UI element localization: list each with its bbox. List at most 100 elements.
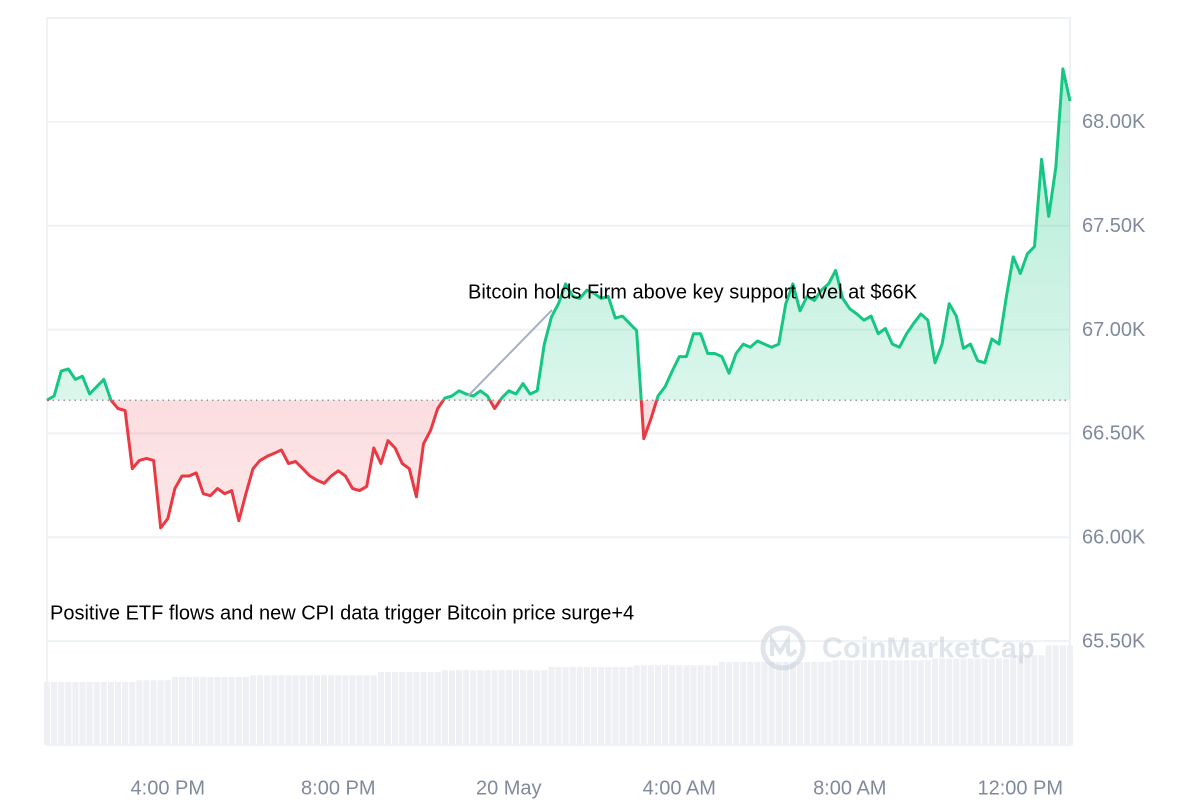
volume-bar [200, 676, 207, 745]
volume-bar [882, 660, 889, 745]
watermark-logo-mark [770, 633, 798, 657]
volume-bar [342, 675, 349, 745]
volume-bar [924, 660, 931, 745]
plot [46, 67, 1072, 530]
volume-bar [704, 665, 711, 745]
volume-bar [626, 666, 633, 745]
volume-bar [939, 658, 946, 745]
volume-bar [313, 675, 321, 745]
volume-bar [377, 671, 384, 745]
volume-bar [434, 671, 441, 745]
y-tick-label: 67.00K [1082, 319, 1146, 341]
volume-bar [725, 661, 733, 745]
volume-bar [690, 665, 697, 745]
volume-bar [335, 675, 342, 745]
volume-bar [1024, 655, 1031, 745]
volume-bar [583, 666, 590, 745]
volume-bar [1066, 645, 1074, 745]
watermark-logo [760, 625, 806, 671]
volume-bar [562, 666, 569, 745]
volume-bar [235, 676, 242, 745]
volume-bar [889, 660, 896, 745]
volume-bar [143, 680, 150, 745]
volume-bar [640, 665, 647, 745]
volume-bar [349, 675, 356, 745]
volume-bar [1045, 645, 1052, 745]
volume-bar [406, 671, 413, 745]
volume-bar [832, 660, 839, 745]
volume-bar [370, 675, 377, 745]
volume-bar [171, 676, 178, 745]
volume-bar [917, 660, 924, 745]
volume-bar [633, 665, 640, 745]
volume-bar [733, 661, 740, 745]
volume-bar [875, 660, 882, 745]
volume-bar [775, 661, 782, 745]
volume-bar [1017, 655, 1024, 745]
volume-bar [249, 675, 257, 745]
y-tick-label: 68.00K [1082, 111, 1146, 133]
annotation-pointer [467, 309, 553, 397]
volume-bar [931, 658, 939, 745]
volume-bar [107, 681, 114, 745]
volume-bar [1031, 655, 1038, 745]
volume-bar [278, 675, 285, 745]
volume-bar [43, 681, 51, 745]
volume-bar [228, 676, 235, 745]
volume-bar [1038, 655, 1045, 745]
y-tick-label: 66.50K [1082, 423, 1146, 445]
volume-bar [612, 666, 619, 745]
volume-bar [548, 666, 555, 745]
y-tick-label: 66.00K [1082, 527, 1146, 549]
volume-bar [257, 675, 264, 745]
watermark: CoinMarketCap [760, 625, 1035, 671]
volume-bar [306, 675, 313, 745]
volume-bar [811, 661, 818, 745]
volume-bar [93, 681, 100, 745]
volume-bar [853, 660, 860, 745]
volume-bar [214, 676, 221, 745]
volume-bar [292, 675, 299, 745]
volume-bar [512, 670, 519, 745]
volume-bars [43, 645, 1074, 745]
volume-bar [711, 665, 718, 745]
volume-bar [519, 670, 527, 745]
volume-bar [541, 670, 548, 745]
volume-bar [960, 658, 967, 745]
volume-bar [740, 661, 747, 745]
volume-bar [846, 660, 853, 745]
annotation: Bitcoin holds Firm above key support lev… [468, 281, 918, 303]
volume-bar [79, 681, 86, 745]
volume-bar [285, 675, 292, 745]
volume-bar [662, 665, 669, 745]
volume-bar [470, 670, 477, 745]
volume-bar [477, 670, 484, 745]
volume-bar [505, 670, 512, 745]
volume-bar [65, 681, 72, 745]
volume-bar [100, 681, 107, 745]
volume-bar [804, 661, 811, 745]
volume-bar [498, 670, 505, 745]
price-line-down [46, 400, 659, 530]
volume-bar [399, 671, 406, 745]
volume-bar [946, 658, 953, 745]
volume-bar [51, 681, 58, 745]
volume-bar [796, 661, 804, 745]
volume-bar [754, 661, 761, 745]
x-tick-label: 8:00 PM [301, 777, 375, 799]
volume-bar [321, 675, 328, 745]
volume-bar [427, 671, 434, 745]
x-tick-label: 8:00 AM [813, 777, 886, 799]
volume-bar [903, 660, 910, 745]
volume-bar [455, 670, 463, 745]
volume-bar [967, 658, 974, 745]
volume-bar [72, 681, 79, 745]
volume-bar [328, 675, 335, 745]
volume-bar [818, 661, 825, 745]
x-tick-label: 12:00 PM [977, 777, 1063, 799]
volume-bar [669, 665, 676, 745]
price-line-up [46, 67, 1072, 401]
volume-bar [896, 660, 903, 745]
volume-bar [605, 666, 612, 745]
